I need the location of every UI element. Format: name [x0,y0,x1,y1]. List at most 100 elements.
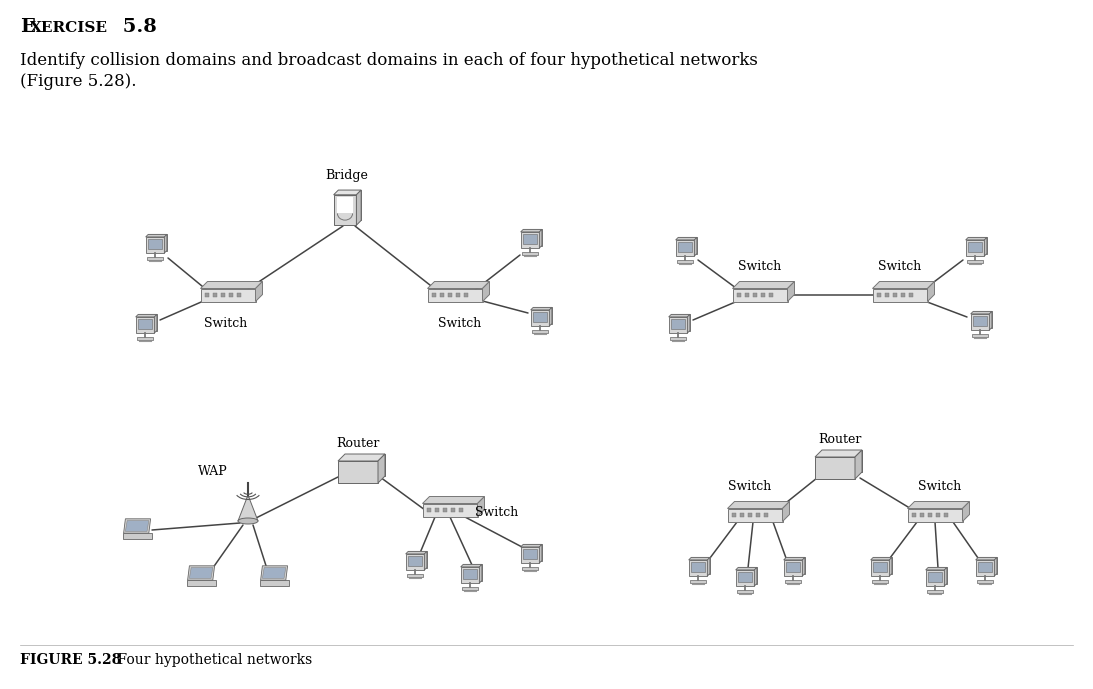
Polygon shape [187,580,215,586]
Polygon shape [204,293,209,297]
Polygon shape [530,307,552,310]
Polygon shape [148,257,163,260]
Polygon shape [408,551,427,568]
Text: Router: Router [337,437,379,450]
Polygon shape [136,314,157,317]
Polygon shape [256,282,262,302]
Polygon shape [968,238,987,254]
Polygon shape [138,338,153,340]
Polygon shape [689,557,709,560]
Polygon shape [426,508,431,512]
Polygon shape [978,557,997,573]
Text: Router: Router [819,433,861,446]
Polygon shape [687,314,690,333]
Polygon shape [872,580,888,583]
Text: WAP: WAP [198,465,227,478]
Polygon shape [149,240,162,249]
Polygon shape [736,570,754,586]
Polygon shape [406,554,424,570]
Polygon shape [463,293,468,297]
Polygon shape [456,293,459,297]
Polygon shape [973,316,987,326]
Polygon shape [728,508,783,522]
Polygon shape [338,461,378,483]
Polygon shape [200,282,262,289]
Polygon shape [740,513,743,517]
Polygon shape [907,508,963,522]
Polygon shape [936,513,940,517]
Polygon shape [736,567,756,570]
Polygon shape [786,562,800,572]
Polygon shape [524,544,542,561]
Polygon shape [432,293,435,297]
Text: Switch: Switch [739,260,781,273]
Polygon shape [944,567,947,586]
Ellipse shape [238,518,258,524]
Polygon shape [675,238,697,240]
Polygon shape [345,454,385,476]
Polygon shape [524,234,537,244]
Polygon shape [926,570,944,586]
Polygon shape [802,557,804,576]
Polygon shape [678,260,693,263]
Polygon shape [262,568,285,578]
Polygon shape [764,513,767,517]
Polygon shape [149,234,167,251]
Polygon shape [977,580,992,583]
Polygon shape [737,293,740,297]
Polygon shape [928,573,942,582]
Polygon shape [670,338,685,340]
Polygon shape [678,243,692,251]
Polygon shape [126,521,149,531]
Polygon shape [675,240,694,256]
Polygon shape [971,311,992,314]
Polygon shape [691,580,706,583]
Polygon shape [976,557,997,560]
Polygon shape [927,590,942,593]
Polygon shape [339,190,361,220]
Polygon shape [815,457,855,479]
Polygon shape [463,570,477,579]
Polygon shape [761,293,764,297]
Polygon shape [356,190,361,225]
Polygon shape [533,307,552,324]
Polygon shape [928,513,931,517]
Text: E: E [20,18,35,36]
Polygon shape [427,289,482,302]
Polygon shape [435,508,438,512]
Polygon shape [728,502,789,508]
Polygon shape [447,293,451,297]
Polygon shape [738,573,752,582]
Polygon shape [154,314,157,333]
Text: Identify collision domains and broadcast domains in each of four hypothetical ne: Identify collision domains and broadcast… [20,52,757,69]
Polygon shape [460,564,482,567]
Polygon shape [136,317,154,333]
Polygon shape [539,544,542,563]
Polygon shape [787,282,795,302]
Polygon shape [995,557,997,576]
Polygon shape [406,551,427,554]
Polygon shape [784,560,802,576]
Text: (Figure 5.28).: (Figure 5.28). [20,73,137,90]
Polygon shape [731,513,736,517]
Polygon shape [871,560,890,576]
Polygon shape [872,289,928,302]
Polygon shape [338,196,353,214]
Polygon shape [890,557,892,576]
Polygon shape [530,310,550,326]
Polygon shape [754,567,756,586]
Polygon shape [678,238,697,254]
Polygon shape [669,317,687,333]
Polygon shape [260,580,289,586]
Polygon shape [963,502,969,522]
Polygon shape [145,237,164,253]
Polygon shape [200,289,256,302]
Polygon shape [907,502,969,508]
Text: Switch: Switch [475,506,518,519]
Polygon shape [755,513,760,517]
Polygon shape [423,497,484,504]
Polygon shape [522,252,538,255]
Polygon shape [671,320,685,329]
Polygon shape [822,450,862,472]
Polygon shape [460,567,480,583]
